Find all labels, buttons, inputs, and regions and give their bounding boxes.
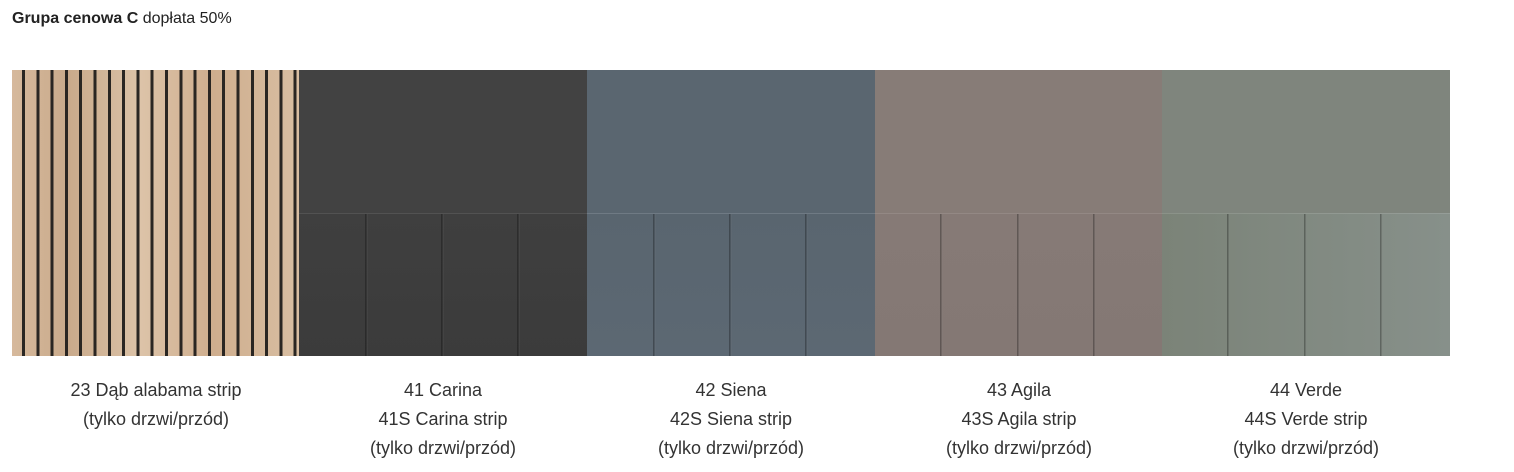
swatch bbox=[875, 70, 1162, 356]
swatch-caption: 43 Agila 43S Agila strip (tylko drzwi/przó… bbox=[875, 376, 1163, 463]
caption-line: 43 Agila bbox=[986, 380, 1052, 400]
swatch bbox=[12, 70, 299, 356]
swatch bbox=[1162, 70, 1450, 356]
caption-line: 41 Carina bbox=[403, 380, 483, 400]
header-title: Grupa cenowa C bbox=[12, 10, 139, 27]
header-subtitle: dopłata 50% bbox=[142, 10, 232, 27]
caption-line: (tylko drzwi/przód) bbox=[945, 438, 1093, 458]
swatch-caption: 42 Siena 42S Siena strip (tylko drzwi/przó… bbox=[587, 376, 875, 463]
swatch bbox=[299, 70, 587, 356]
caption-line: (tylko drzwi/przód) bbox=[369, 438, 517, 458]
caption-line: 41S Carina strip bbox=[378, 409, 508, 429]
caption-line: 44 Verde bbox=[1269, 380, 1343, 400]
swatch-caption: 41 Carina 41S Carina strip (tylko drzwi/pr… bbox=[299, 376, 587, 463]
swatch-caption: 44 Verde 44S Verde strip (tylko drzwi/przó… bbox=[1162, 376, 1450, 463]
caption-line: (tylko drzwi/przód) bbox=[657, 438, 805, 458]
caption-line: 42 Siena bbox=[695, 380, 767, 400]
caption-line: 43S Agila strip bbox=[961, 409, 1077, 429]
caption-line: 42S Siena strip bbox=[669, 409, 793, 429]
swatch bbox=[587, 70, 875, 356]
caption-line: (tylko drzwi/przód) bbox=[82, 409, 230, 429]
caption-line: 44S Verde strip bbox=[1244, 409, 1368, 429]
header: Grupa cenowa C dopłata 50% bbox=[12, 10, 232, 28]
swatch-caption: 23 Dąb alabama strip (tylko drzwi/przód) bbox=[12, 376, 300, 434]
caption-line: 23 Dąb alabama strip bbox=[70, 380, 242, 400]
caption-line: (tylko drzwi/przód) bbox=[1232, 438, 1380, 458]
